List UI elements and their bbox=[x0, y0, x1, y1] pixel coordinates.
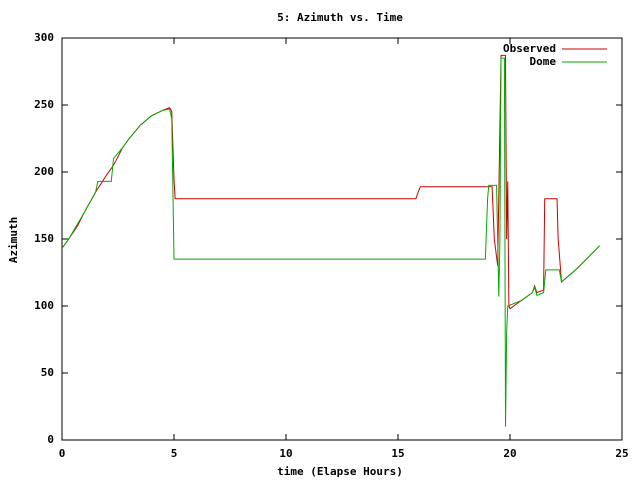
x-axis-label: time (Elapse Hours) bbox=[277, 465, 403, 478]
x-tick-label: 25 bbox=[615, 447, 628, 460]
y-tick-label: 150 bbox=[34, 232, 54, 245]
series-line bbox=[61, 54, 600, 310]
legend-label: Observed bbox=[503, 42, 556, 55]
y-axis-label: Azimuth bbox=[7, 217, 20, 263]
chart-title: 5: Azimuth vs. Time bbox=[277, 11, 403, 24]
y-tick-label: 100 bbox=[34, 299, 54, 312]
y-tick-label: 50 bbox=[41, 366, 54, 379]
x-tick-label: 0 bbox=[59, 447, 66, 460]
y-tick-label: 0 bbox=[47, 433, 54, 446]
y-tick-label: 300 bbox=[34, 31, 54, 44]
x-tick-label: 5 bbox=[171, 447, 178, 460]
x-tick-label: 10 bbox=[279, 447, 292, 460]
series-line bbox=[61, 57, 600, 427]
x-tick-label: 20 bbox=[503, 447, 516, 460]
y-tick-label: 200 bbox=[34, 165, 54, 178]
legend-label: Dome bbox=[530, 55, 557, 68]
x-tick-label: 15 bbox=[391, 447, 404, 460]
plot-frame bbox=[61, 37, 623, 441]
y-tick-label: 250 bbox=[34, 98, 54, 111]
